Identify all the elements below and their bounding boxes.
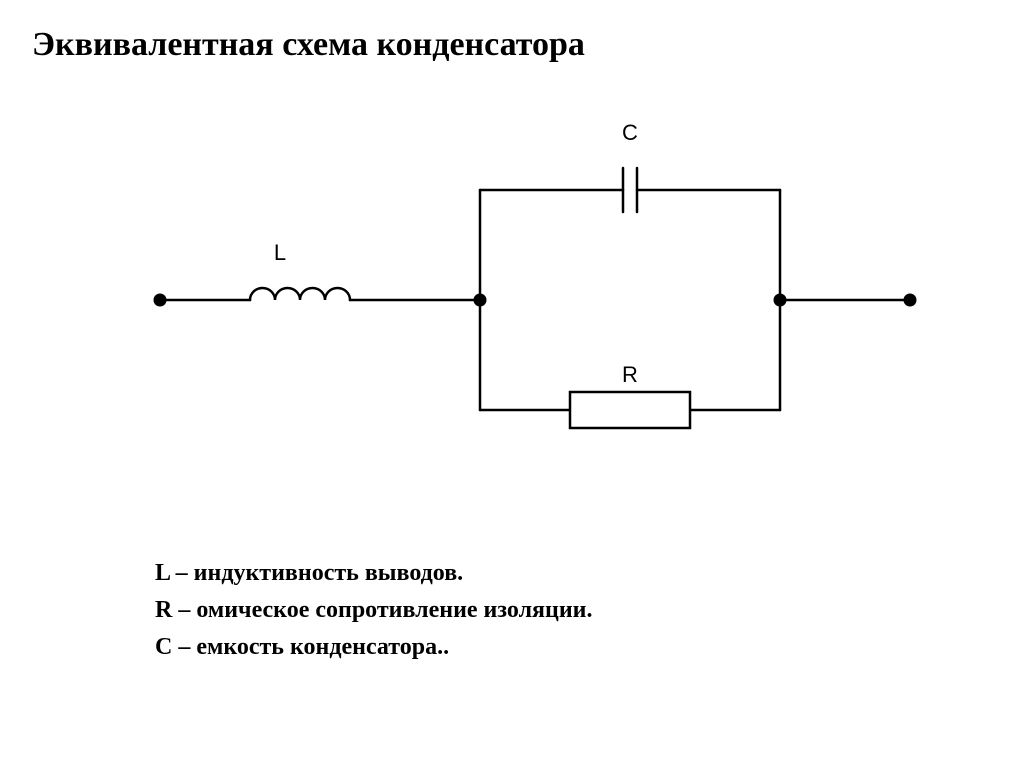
circuit-diagram: C R L [120, 110, 920, 445]
legend-line-r: R – омическое сопротивление изоляции. [155, 592, 593, 629]
svg-text:C: C [622, 120, 638, 145]
svg-text:L: L [274, 240, 286, 265]
page-title: Эквивалентная схема конденсатора [32, 26, 585, 64]
legend-line-l: L – индуктивность выводов. [155, 555, 593, 592]
legend: L – индуктивность выводов. R – омическое… [155, 555, 593, 667]
legend-line-c: C – емкость конденсатора.. [155, 629, 593, 666]
page: Эквивалентная схема конденсатора C R L L –… [0, 0, 1024, 767]
circuit-svg: C R L [120, 110, 920, 440]
svg-text:R: R [622, 362, 638, 387]
